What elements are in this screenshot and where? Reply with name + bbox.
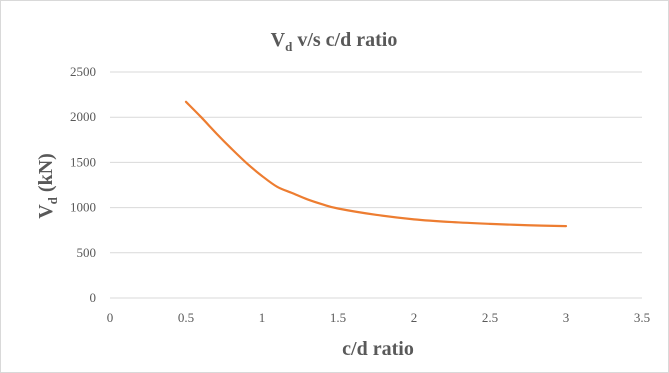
y-axis-title-subscript: d — [45, 196, 60, 204]
y-tick-label: 500 — [77, 245, 97, 260]
y-tick-label: 1000 — [70, 200, 96, 215]
x-tick-label: 1 — [259, 310, 266, 325]
chart-title: Vd v/s c/d ratio — [271, 29, 398, 54]
x-tick-label: 2.5 — [482, 310, 498, 325]
chart-title-subscript: d — [285, 39, 293, 54]
y-axis-title-main: V — [35, 204, 57, 219]
y-axis-title: Vd (kN) — [35, 153, 60, 219]
chart-title-main: V — [271, 29, 286, 51]
x-tick-label: 3.5 — [634, 310, 650, 325]
y-tick-label: 0 — [90, 290, 97, 305]
x-tick-label: 3 — [563, 310, 570, 325]
y-axis-title-rest: (kN) — [35, 153, 57, 197]
x-axis-title: c/d ratio — [342, 338, 414, 360]
x-tick-label: 0 — [107, 310, 114, 325]
x-tick-label: 0.5 — [178, 310, 194, 325]
y-tick-label: 1500 — [70, 154, 96, 169]
series-line — [184, 100, 568, 228]
x-tick-label: 1.5 — [330, 310, 346, 325]
y-tick-labels: 0 500 1000 1500 2000 2500 — [70, 64, 96, 305]
y-tick-label: 2000 — [70, 109, 96, 124]
chart-title-rest: v/s c/d ratio — [292, 29, 397, 51]
x-tick-labels: 0 0.5 1 1.5 2 2.5 3 3.5 — [107, 310, 650, 325]
gridlines — [110, 71, 642, 254]
x-tick-label: 2 — [411, 310, 418, 325]
y-tick-label: 2500 — [70, 64, 96, 79]
